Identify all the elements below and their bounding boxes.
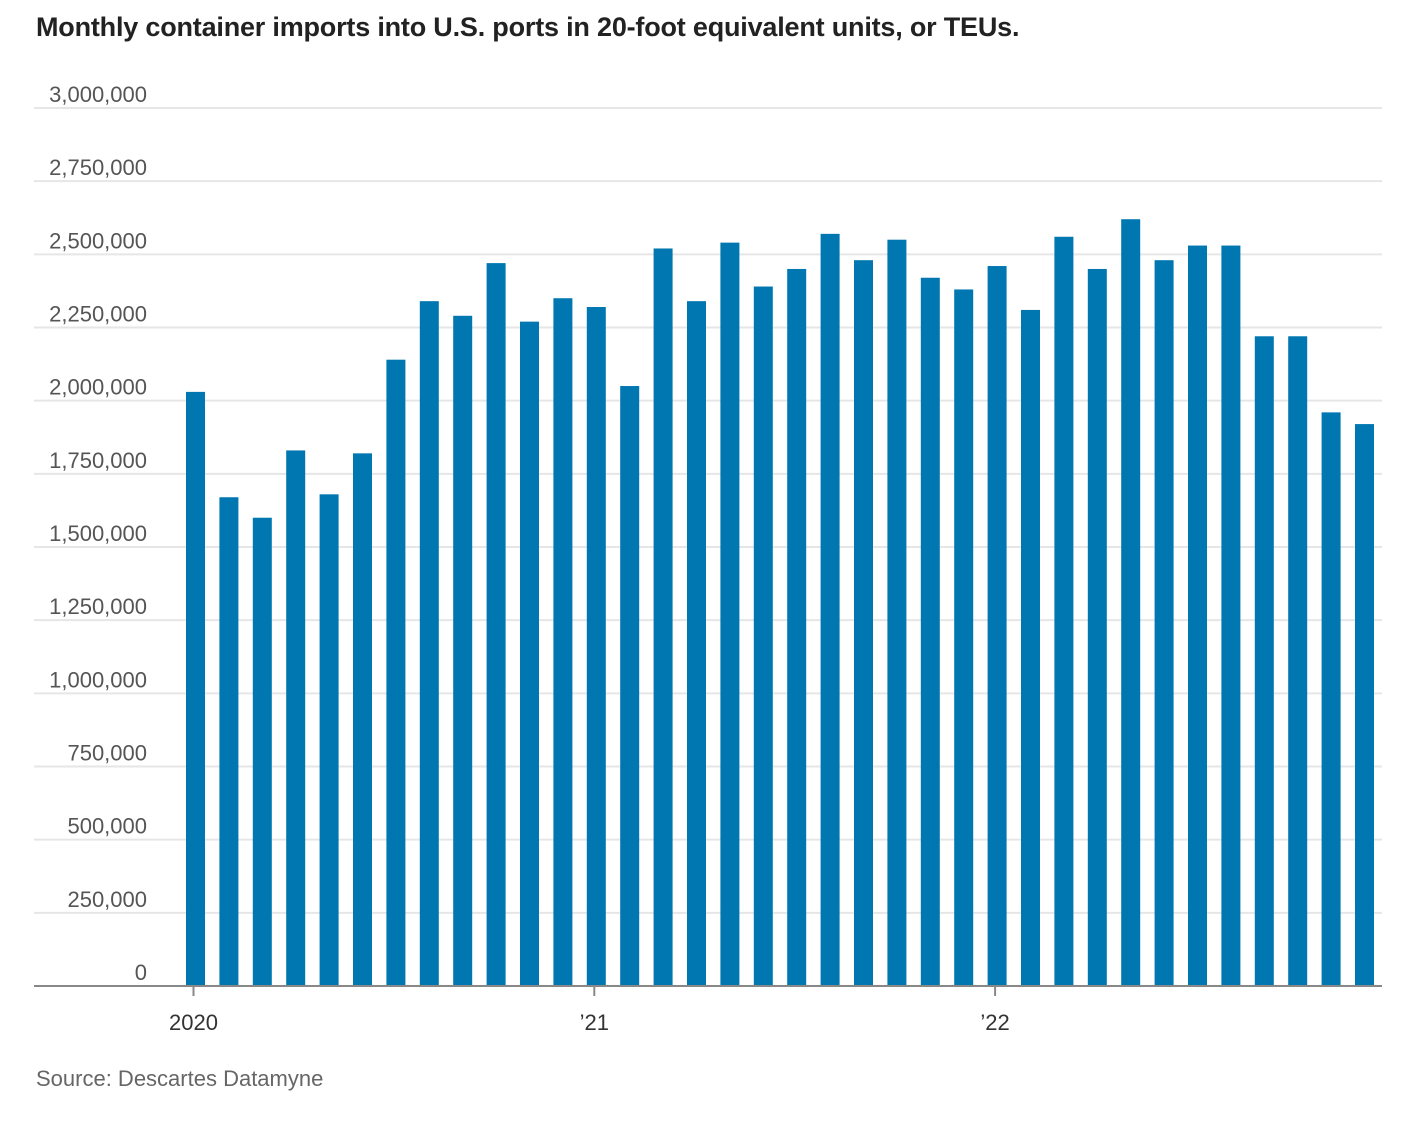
y-tick-label: 2,000,000 bbox=[49, 375, 147, 400]
bar-2021-12 bbox=[954, 289, 974, 986]
bar-2021-08 bbox=[820, 233, 840, 986]
y-tick-label: 3,000,000 bbox=[49, 82, 147, 107]
y-tick-label: 750,000 bbox=[67, 741, 147, 766]
bar-2021-09 bbox=[854, 260, 873, 987]
y-tick-label: 250,000 bbox=[67, 887, 147, 912]
bar-2021-05 bbox=[720, 242, 740, 987]
bar-2020-04 bbox=[286, 450, 306, 986]
x-axis: 2020 ’21 ’22 bbox=[169, 986, 1010, 1035]
source-note: Source: Descartes Datamyne bbox=[36, 1066, 324, 1091]
y-tick-label: 500,000 bbox=[67, 814, 147, 839]
bar-2020-08 bbox=[419, 301, 439, 986]
y-tick-label: 1,250,000 bbox=[49, 594, 147, 619]
y-tick-label: 2,500,000 bbox=[49, 228, 147, 253]
y-tick-label: 1,500,000 bbox=[49, 521, 147, 546]
bar-2021-04 bbox=[687, 301, 706, 986]
bar-2022-09 bbox=[1254, 336, 1274, 986]
bar-2022-10 bbox=[1288, 336, 1308, 986]
bar-2021-02 bbox=[620, 386, 640, 986]
bar-2021-01 bbox=[586, 307, 606, 987]
bar-2020-12 bbox=[553, 298, 573, 986]
bar-2021-10 bbox=[887, 239, 907, 986]
bar-2022-02 bbox=[1021, 309, 1040, 986]
bar-2021-03 bbox=[653, 248, 673, 987]
bar-chart: 0 250,000 500,000 750,000 1,000,000 1,250,000… bbox=[34, 82, 1382, 1035]
bar-2022-05 bbox=[1121, 219, 1141, 987]
bar-2022-04 bbox=[1087, 268, 1107, 986]
y-axis: 0 250,000 500,000 750,000 1,000,000 1,250,000… bbox=[49, 82, 147, 985]
bar-2020-02 bbox=[219, 497, 239, 986]
bar-2020-09 bbox=[453, 315, 473, 986]
bars bbox=[186, 219, 1374, 987]
bar-2020-01 bbox=[186, 391, 205, 986]
x-tick-label: 2020 bbox=[169, 1010, 218, 1035]
bar-2020-10 bbox=[486, 263, 506, 986]
bar-2022-01 bbox=[987, 266, 1007, 986]
bar-2022-08 bbox=[1221, 245, 1241, 986]
y-tick-label: 1,000,000 bbox=[49, 667, 147, 692]
chart-title: Monthly container imports into U.S. port… bbox=[36, 12, 1020, 42]
bar-2022-07 bbox=[1188, 245, 1207, 986]
y-tick-label: 2,750,000 bbox=[49, 155, 147, 180]
bar-2020-06 bbox=[353, 453, 372, 986]
bar-2021-06 bbox=[753, 286, 773, 986]
y-tick-label: 1,750,000 bbox=[49, 448, 147, 473]
bar-2022-12 bbox=[1355, 424, 1374, 987]
y-tick-label: 2,250,000 bbox=[49, 302, 147, 327]
bar-2020-11 bbox=[520, 321, 539, 986]
x-tick-label: ’21 bbox=[580, 1010, 609, 1035]
bar-2022-03 bbox=[1054, 236, 1074, 987]
bar-2021-11 bbox=[920, 277, 940, 986]
bar-2021-07 bbox=[787, 268, 807, 986]
bar-2020-05 bbox=[319, 494, 339, 986]
bar-2020-07 bbox=[386, 359, 406, 986]
bar-2022-11 bbox=[1321, 412, 1341, 987]
x-tick-label: ’22 bbox=[980, 1010, 1009, 1035]
bar-2020-03 bbox=[252, 517, 272, 986]
y-tick-label: 0 bbox=[135, 960, 147, 985]
bar-2022-06 bbox=[1154, 260, 1174, 987]
